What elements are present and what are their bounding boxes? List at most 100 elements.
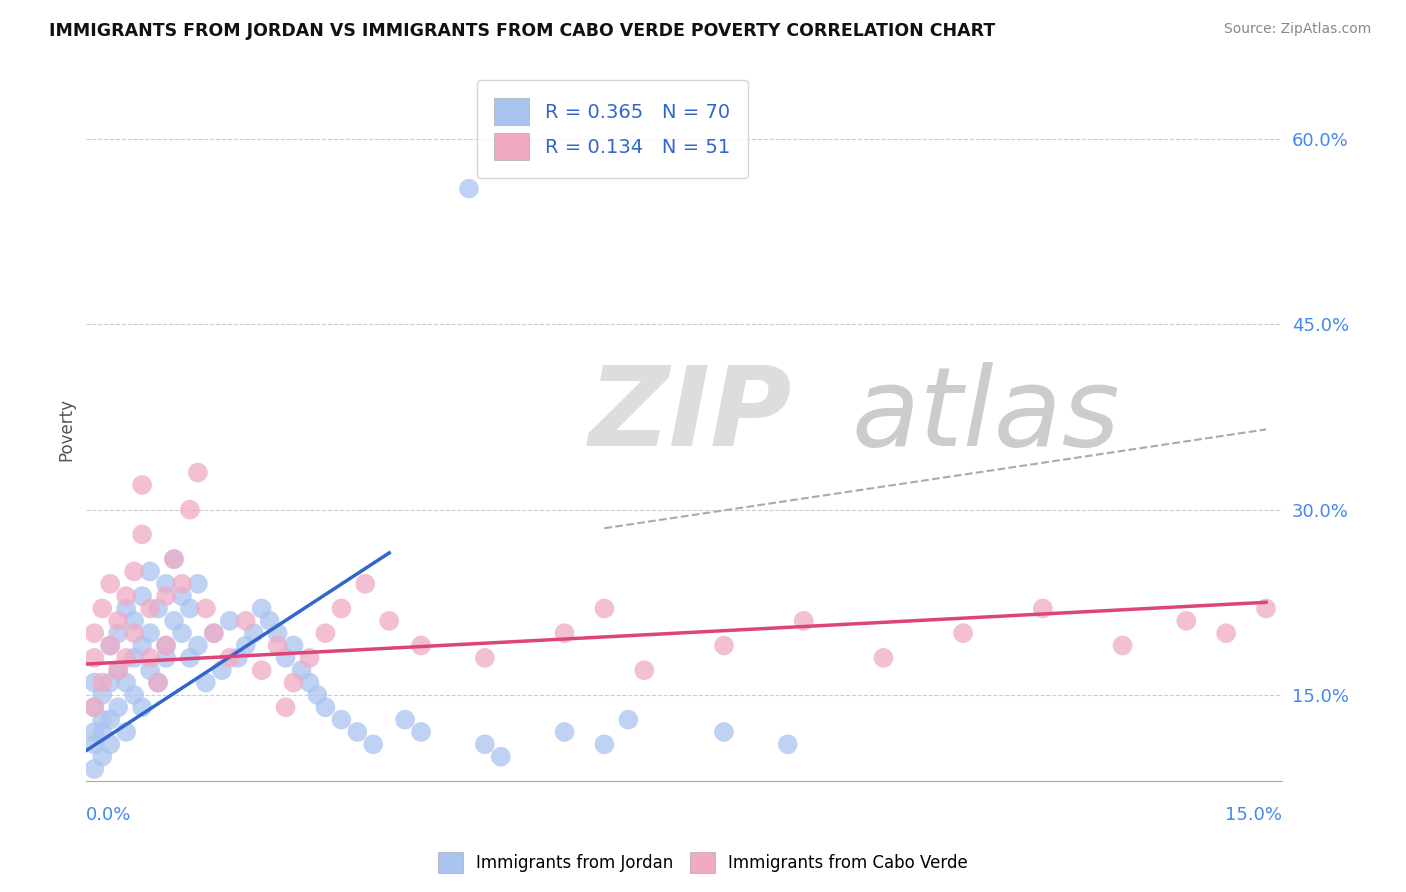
Point xyxy=(298,675,321,690)
Point xyxy=(776,737,799,751)
Point xyxy=(131,478,153,492)
Point xyxy=(107,663,129,677)
Point xyxy=(314,626,336,640)
Point xyxy=(378,614,401,628)
Point xyxy=(115,651,138,665)
Point xyxy=(83,700,105,714)
Point xyxy=(115,601,138,615)
Point xyxy=(554,725,576,739)
Text: 15.0%: 15.0% xyxy=(1225,806,1282,824)
Point xyxy=(122,565,145,579)
Point xyxy=(330,601,353,615)
Point xyxy=(330,713,353,727)
Point xyxy=(194,601,217,615)
Point xyxy=(163,552,186,566)
Point xyxy=(1254,601,1277,615)
Point xyxy=(83,626,105,640)
Point xyxy=(83,737,105,751)
Point xyxy=(235,639,257,653)
Point xyxy=(179,601,201,615)
Point xyxy=(713,725,735,739)
Point xyxy=(235,614,257,628)
Point xyxy=(83,725,105,739)
Legend: Immigrants from Jordan, Immigrants from Cabo Verde: Immigrants from Jordan, Immigrants from … xyxy=(432,846,974,880)
Point xyxy=(474,737,496,751)
Point xyxy=(713,639,735,653)
Point xyxy=(131,527,153,541)
Point xyxy=(298,651,321,665)
Point xyxy=(91,725,114,739)
Point xyxy=(139,601,162,615)
Point xyxy=(179,502,201,516)
Text: ZIP: ZIP xyxy=(589,362,792,469)
Point xyxy=(187,639,209,653)
Point xyxy=(633,663,655,677)
Point xyxy=(83,651,105,665)
Point xyxy=(1032,601,1054,615)
Point xyxy=(474,651,496,665)
Point xyxy=(139,663,162,677)
Point xyxy=(91,675,114,690)
Point xyxy=(131,700,153,714)
Point xyxy=(115,725,138,739)
Point xyxy=(242,626,264,640)
Point xyxy=(409,725,432,739)
Point xyxy=(146,601,169,615)
Point xyxy=(139,651,162,665)
Point xyxy=(98,576,121,591)
Point xyxy=(107,626,129,640)
Point xyxy=(872,651,894,665)
Point xyxy=(194,675,217,690)
Point xyxy=(115,675,138,690)
Point xyxy=(361,737,384,751)
Point xyxy=(107,663,129,677)
Text: IMMIGRANTS FROM JORDAN VS IMMIGRANTS FROM CABO VERDE POVERTY CORRELATION CHART: IMMIGRANTS FROM JORDAN VS IMMIGRANTS FRO… xyxy=(49,22,995,40)
Point xyxy=(250,601,273,615)
Text: atlas: atlas xyxy=(852,362,1121,469)
Point xyxy=(211,663,233,677)
Point xyxy=(163,552,186,566)
Point xyxy=(202,626,225,640)
Point xyxy=(107,700,129,714)
Point xyxy=(314,700,336,714)
Point xyxy=(593,737,616,751)
Point xyxy=(354,576,377,591)
Point xyxy=(155,576,177,591)
Point xyxy=(170,626,193,640)
Point xyxy=(952,626,974,640)
Point xyxy=(283,675,305,690)
Point xyxy=(274,651,297,665)
Point xyxy=(1215,626,1237,640)
Point xyxy=(593,601,616,615)
Legend: R = 0.365   N = 70, R = 0.134   N = 51: R = 0.365 N = 70, R = 0.134 N = 51 xyxy=(477,80,748,178)
Text: 0.0%: 0.0% xyxy=(86,806,132,824)
Point xyxy=(98,639,121,653)
Point xyxy=(163,614,186,628)
Point xyxy=(91,713,114,727)
Point xyxy=(218,614,240,628)
Point xyxy=(266,626,288,640)
Point xyxy=(131,589,153,603)
Point xyxy=(122,688,145,702)
Point xyxy=(91,688,114,702)
Point xyxy=(98,713,121,727)
Point xyxy=(617,713,640,727)
Point xyxy=(146,675,169,690)
Point xyxy=(98,737,121,751)
Point xyxy=(202,626,225,640)
Point xyxy=(1175,614,1198,628)
Y-axis label: Poverty: Poverty xyxy=(58,398,75,461)
Point xyxy=(146,675,169,690)
Point xyxy=(179,651,201,665)
Point xyxy=(98,675,121,690)
Text: Source: ZipAtlas.com: Source: ZipAtlas.com xyxy=(1223,22,1371,37)
Point xyxy=(122,651,145,665)
Point xyxy=(290,663,312,677)
Point xyxy=(83,700,105,714)
Point xyxy=(307,688,329,702)
Point xyxy=(98,639,121,653)
Point xyxy=(139,565,162,579)
Point xyxy=(131,639,153,653)
Point xyxy=(155,589,177,603)
Point xyxy=(187,466,209,480)
